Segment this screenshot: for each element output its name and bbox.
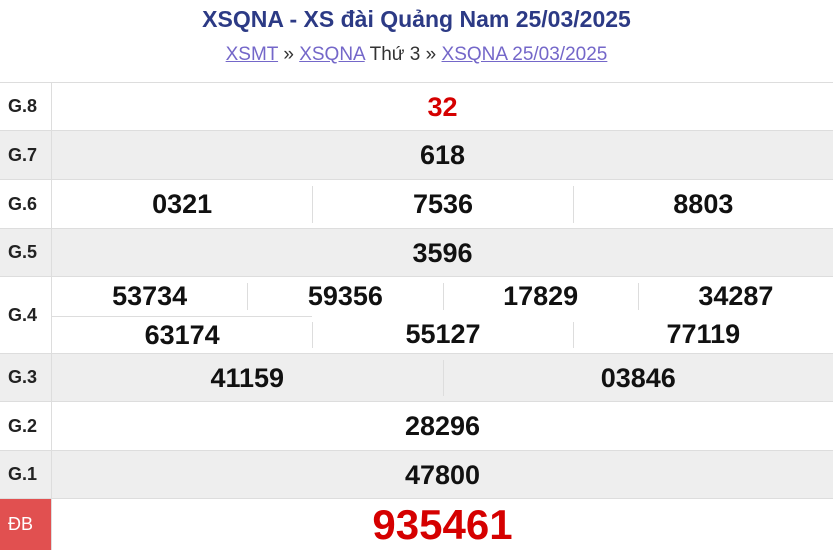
prize-number: 63174 [52,316,312,355]
prize-number: 618 [52,131,833,180]
page-title: XSQNA - XS đài Quảng Nam 25/03/2025 [0,6,833,33]
prize-number: 3596 [52,229,833,277]
prize-label: G.5 [0,229,52,276]
breadcrumb-link[interactable]: XSQNA [299,44,364,65]
prize-number: 41159 [52,354,443,402]
prize-number: 32 [52,83,833,131]
breadcrumb: XSMT » XSQNA Thứ 3 » XSQNA 25/03/2025 [0,44,833,66]
breadcrumb-link[interactable]: XSQNA 25/03/2025 [442,44,608,65]
breadcrumb-link[interactable]: XSMT [226,44,278,65]
prize-label: G.3 [0,354,52,401]
prize-label: G.2 [0,402,52,450]
prize-number: 8803 [573,186,833,223]
prize-number: 03846 [443,360,833,396]
prize-number: 55127 [312,322,572,349]
prize-label: G.1 [0,451,52,498]
prize-label: G.4 [0,277,52,353]
breadcrumb-separator: » [426,44,437,65]
prize-label: G.6 [0,180,52,228]
prize-label: G.7 [0,131,52,179]
prize-number: 17829 [443,283,638,310]
prize-number: 935461 [52,499,833,551]
prize-number: 59356 [247,283,442,310]
prize-number: 47800 [52,451,833,499]
prize-number: 7536 [312,186,572,223]
breadcrumb-text: Thứ 3 [370,44,421,65]
prize-number: 28296 [52,402,833,451]
prize-number: 53734 [52,277,247,316]
prize-number: 0321 [52,180,312,229]
prize-label: G.8 [0,83,52,130]
prize-number: 34287 [638,283,833,310]
breadcrumb-separator: » [283,44,294,65]
prize-label: ĐB [0,499,52,550]
prize-number: 77119 [573,322,833,349]
